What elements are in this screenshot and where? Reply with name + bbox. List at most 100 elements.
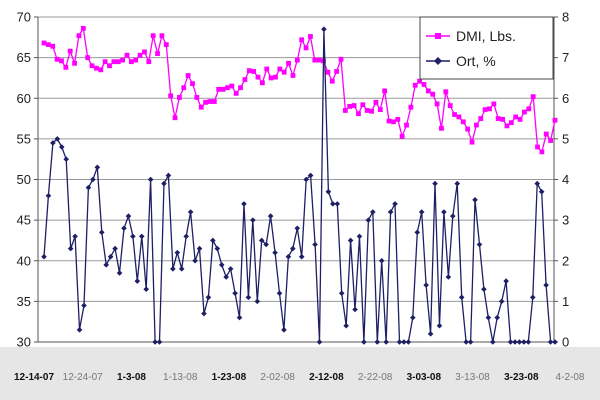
dmi-point: [342, 108, 348, 113]
ort-point: [98, 229, 105, 236]
date-label: 12-14-07: [13, 372, 55, 383]
ort-point: [85, 184, 92, 191]
ort-point: [210, 237, 216, 244]
ort-point: [489, 339, 496, 345]
ort-point: [303, 176, 309, 183]
dmi-point: [211, 99, 217, 104]
ort-point: [214, 245, 221, 252]
ort-point: [312, 241, 318, 248]
right-tick-label: 6: [562, 91, 569, 106]
dmi-point: [347, 103, 353, 109]
date-label: 3-03-08: [406, 372, 442, 383]
dmi-point: [373, 99, 379, 105]
dmi-point: [290, 73, 296, 78]
ort-point: [441, 209, 447, 215]
ort-point: [307, 172, 314, 179]
ort-point: [445, 274, 452, 280]
ort-point: [361, 339, 367, 345]
ort-point: [258, 237, 265, 244]
dmi-point: [181, 85, 187, 91]
ort-point: [245, 294, 252, 301]
right-tick-label: 8: [562, 10, 569, 25]
ort-point: [134, 278, 141, 284]
ort-point: [401, 339, 407, 345]
ort-point: [498, 298, 505, 305]
left-tick-label: 55: [17, 131, 31, 146]
dmi-point: [150, 33, 156, 39]
ort-point: [370, 209, 376, 215]
ort-point: [547, 339, 554, 345]
ort-point: [516, 339, 523, 345]
ort-point: [201, 310, 207, 317]
ort-point: [352, 306, 358, 313]
ort-point: [294, 225, 301, 232]
ort-point: [54, 136, 61, 142]
ort-point: [67, 245, 74, 252]
ort-point: [187, 209, 194, 215]
dmi-point: [491, 101, 497, 107]
ort-point: [507, 339, 514, 345]
dmi-point: [526, 106, 532, 112]
dmi-point: [338, 56, 344, 62]
dmi-point: [176, 95, 182, 100]
ort-point: [41, 253, 47, 260]
ort-point: [463, 339, 469, 345]
dmi-point: [85, 55, 91, 61]
date-label: 3-13-08: [455, 372, 490, 383]
ort-point: [334, 201, 341, 207]
ort-point: [94, 164, 101, 171]
dmi-point: [312, 57, 318, 63]
dmi-point: [334, 69, 340, 74]
ort-point: [161, 180, 167, 187]
dmi-point: [543, 131, 549, 137]
dmi-point: [220, 86, 226, 92]
dmi-point: [115, 59, 121, 65]
dmi-point: [360, 102, 366, 108]
dmi-point: [72, 60, 77, 66]
ort-point: [116, 270, 123, 276]
dmi-point: [552, 117, 558, 123]
dmi-point: [395, 116, 401, 122]
ort-point: [525, 339, 532, 345]
ort-point: [121, 225, 127, 232]
ort-point: [196, 245, 203, 252]
ort-point: [272, 249, 278, 256]
ort-point: [450, 213, 456, 219]
ort-point: [112, 245, 118, 252]
ort-point: [107, 253, 114, 260]
ort-point: [330, 201, 336, 207]
ort-point: [374, 339, 381, 345]
left-tick-label: 30: [17, 335, 31, 350]
ort-point: [281, 327, 287, 333]
dmi-point: [41, 40, 47, 46]
date-axis-strip: [0, 347, 600, 400]
right-tick-label: 0: [562, 335, 569, 350]
ort-point: [410, 314, 416, 321]
ort-point: [383, 339, 389, 345]
dmi-point: [67, 48, 73, 54]
dmi-point: [63, 64, 69, 70]
dmi-point: [456, 114, 462, 120]
dmi-point: [133, 57, 139, 63]
dmi-point: [487, 106, 492, 112]
dmi-point: [316, 57, 322, 63]
dmi-point: [473, 122, 479, 128]
right-tick-label: 2: [562, 253, 569, 268]
dmi-point: [425, 88, 431, 94]
dmi-point: [500, 116, 505, 122]
date-label: 1-3-08: [117, 372, 146, 383]
legend-box: [419, 16, 554, 80]
dmi-point: [382, 88, 388, 94]
dmi-point: [190, 81, 195, 87]
dmi-point: [452, 112, 457, 117]
right-tick-label: 1: [562, 294, 569, 309]
dmi-point: [399, 134, 405, 139]
ort-point: [378, 257, 385, 264]
legend-dmi-label: DMI, Lbs.: [456, 28, 516, 44]
ort-point: [103, 262, 110, 268]
dmi-point: [120, 57, 126, 63]
dmi-point: [535, 144, 540, 150]
dmi-point: [198, 104, 204, 110]
dmi-point: [142, 49, 147, 55]
dmi-point: [513, 114, 519, 120]
